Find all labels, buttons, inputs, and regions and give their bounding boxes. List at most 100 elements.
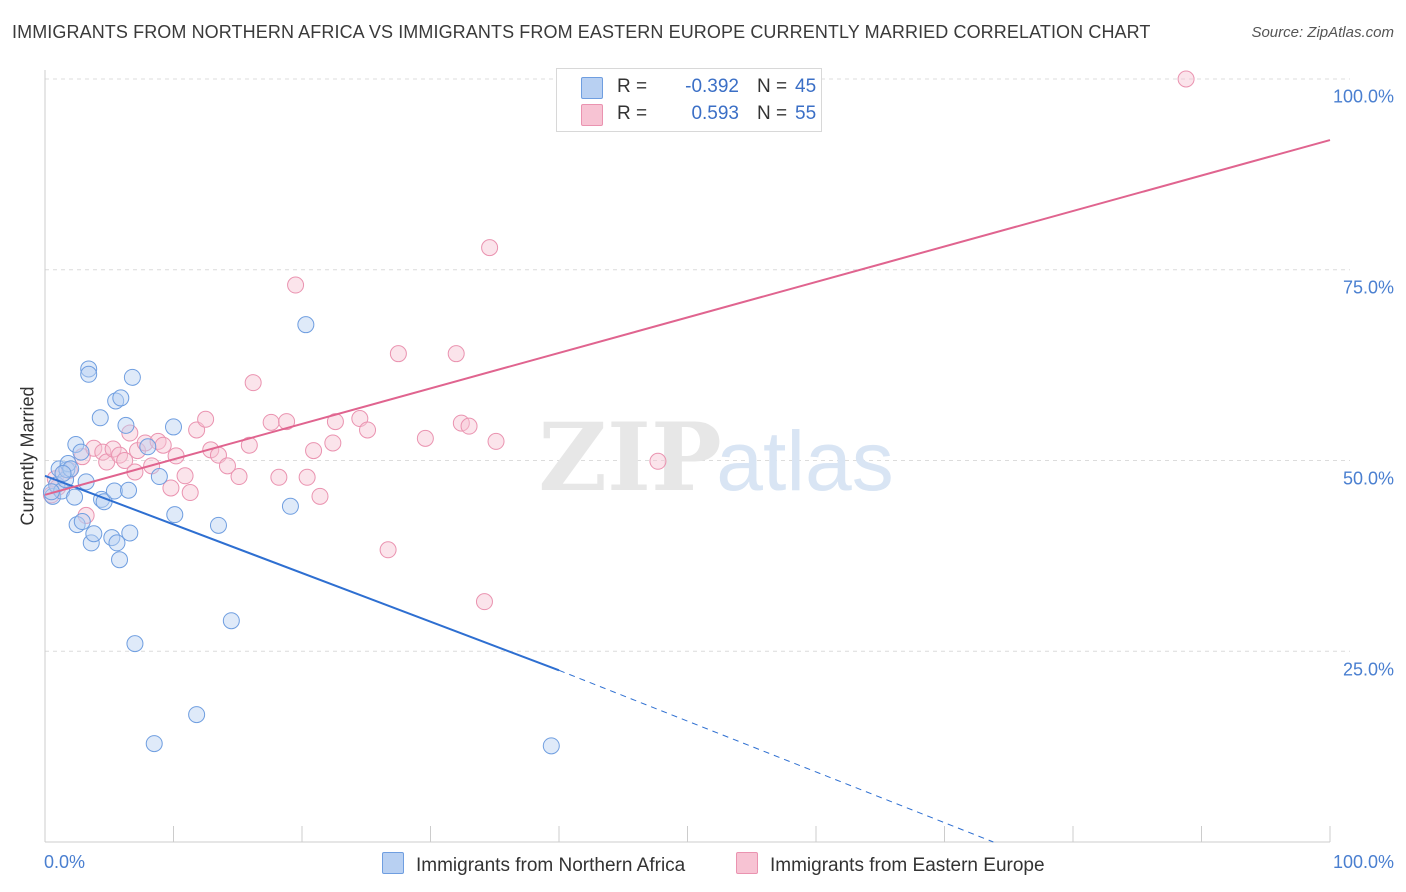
data-point-eastern-europe (487, 432, 505, 450)
data-point-eastern-europe (389, 345, 407, 363)
legend-r-value: 0.593 (691, 103, 739, 124)
trend-lines (44, 139, 1331, 843)
bottom-legend-swatch-pink (736, 852, 758, 874)
data-point-northern-africa (126, 635, 144, 653)
data-point-eastern-europe (111, 446, 129, 464)
data-point-eastern-europe (1177, 70, 1195, 88)
data-point-eastern-europe (181, 484, 199, 502)
data-point-eastern-europe (104, 440, 122, 458)
series-northern-africa-points (42, 316, 560, 755)
legend-r-label: R = (617, 103, 648, 124)
watermark: ZIP atlas (538, 403, 893, 513)
data-point-northern-africa (80, 365, 98, 383)
legend-swatch-pink (581, 104, 603, 126)
source-label: Source: ZipAtlas.com (1251, 24, 1394, 41)
trend-line-northern-africa-extension (558, 669, 994, 843)
data-point-northern-africa (139, 438, 157, 456)
data-point-eastern-europe (649, 452, 667, 470)
data-point-eastern-europe (176, 467, 194, 485)
data-point-northern-africa (73, 513, 91, 531)
data-point-northern-africa (54, 464, 72, 482)
bottom-legend-northern-africa: Immigrants from Northern Africa (382, 852, 685, 877)
bottom-legend-swatch-blue (382, 852, 404, 874)
data-point-northern-africa (209, 516, 227, 534)
data-point-northern-africa (222, 612, 240, 630)
data-point-eastern-europe (162, 479, 180, 497)
data-point-eastern-europe (121, 424, 139, 442)
data-point-northern-africa (112, 389, 130, 407)
data-point-northern-africa (121, 524, 139, 542)
data-point-northern-africa (281, 497, 299, 515)
data-point-eastern-europe (85, 439, 103, 457)
data-point-northern-africa (120, 481, 138, 499)
data-point-eastern-europe (240, 436, 258, 454)
y-tick-label-100: 100.0% (1332, 86, 1394, 107)
data-point-northern-africa (103, 529, 121, 547)
correlation-legend: R = -0.392 N = 45 R = 0.593 N = 55 (556, 68, 822, 132)
watermark-atlas: atlas (716, 414, 893, 508)
trend-line-eastern-europe (44, 139, 1331, 496)
data-point-eastern-europe (447, 345, 465, 363)
data-point-northern-africa (297, 316, 315, 334)
data-point-northern-africa (542, 737, 560, 755)
data-point-eastern-europe (305, 442, 323, 460)
data-point-eastern-europe (326, 413, 344, 431)
data-point-eastern-europe (287, 276, 305, 294)
data-point-northern-africa (108, 534, 126, 552)
data-point-eastern-europe (230, 468, 248, 486)
data-point-eastern-europe (475, 593, 493, 611)
data-point-eastern-europe (154, 436, 172, 454)
legend-n-value: 45 (795, 76, 817, 97)
y-axis-label: Currently Married (17, 386, 38, 526)
data-point-northern-africa (166, 506, 184, 524)
chart-title: IMMIGRANTS FROM NORTHERN AFRICA VS IMMIG… (12, 22, 1151, 42)
data-point-eastern-europe (262, 413, 280, 431)
data-point-northern-africa (105, 482, 123, 500)
legend-n-value: 55 (795, 103, 817, 124)
legend-n-label: N = (757, 103, 788, 124)
legend-r-label: R = (617, 76, 648, 97)
data-point-northern-africa (68, 516, 86, 534)
trend-line-northern-africa (44, 474, 560, 672)
grid-lines (45, 78, 1350, 652)
data-point-northern-africa (150, 468, 168, 486)
data-point-northern-africa (117, 416, 135, 434)
data-point-northern-africa (165, 418, 182, 436)
data-point-eastern-europe (116, 452, 134, 469)
data-point-northern-africa (85, 525, 103, 543)
data-point-northern-africa (111, 551, 129, 569)
data-point-eastern-europe (298, 468, 316, 486)
data-point-northern-africa (66, 488, 84, 506)
data-point-northern-africa (145, 735, 163, 753)
data-point-northern-africa (107, 392, 125, 410)
data-point-eastern-europe (311, 487, 329, 505)
x-tick-label-100: 100.0% (1332, 852, 1394, 872)
data-point-eastern-europe (379, 541, 397, 559)
data-point-eastern-europe (94, 443, 112, 461)
data-point-eastern-europe (270, 468, 288, 486)
data-point-northern-africa (188, 706, 206, 724)
data-point-northern-africa (91, 409, 109, 427)
legend-swatch-blue (581, 77, 603, 99)
bottom-legend-label-eastern-europe: Immigrants from Eastern Europe (770, 855, 1045, 876)
data-point-eastern-europe (167, 447, 185, 465)
data-point-eastern-europe (278, 413, 296, 431)
data-point-eastern-europe (324, 434, 342, 452)
data-point-northern-africa (123, 368, 141, 386)
series-eastern-europe-points (42, 70, 1195, 611)
legend-r-value: -0.392 (685, 76, 739, 97)
data-point-eastern-europe (481, 239, 499, 257)
bottom-legend-eastern-europe: Immigrants from Eastern Europe (736, 852, 1045, 877)
data-point-northern-africa (80, 360, 98, 378)
data-point-eastern-europe (244, 374, 262, 392)
data-point-eastern-europe (197, 410, 215, 428)
data-point-eastern-europe (416, 429, 434, 447)
x-tick-label-0: 0.0% (44, 852, 86, 872)
y-tick-label-75: 75.0% (1342, 277, 1394, 298)
bottom-legend-label-northern-africa: Immigrants from Northern Africa (416, 855, 686, 876)
data-point-eastern-europe (359, 421, 377, 439)
watermark-zip: ZIP (538, 403, 721, 513)
data-point-eastern-europe (218, 457, 236, 475)
data-point-eastern-europe (460, 417, 478, 435)
